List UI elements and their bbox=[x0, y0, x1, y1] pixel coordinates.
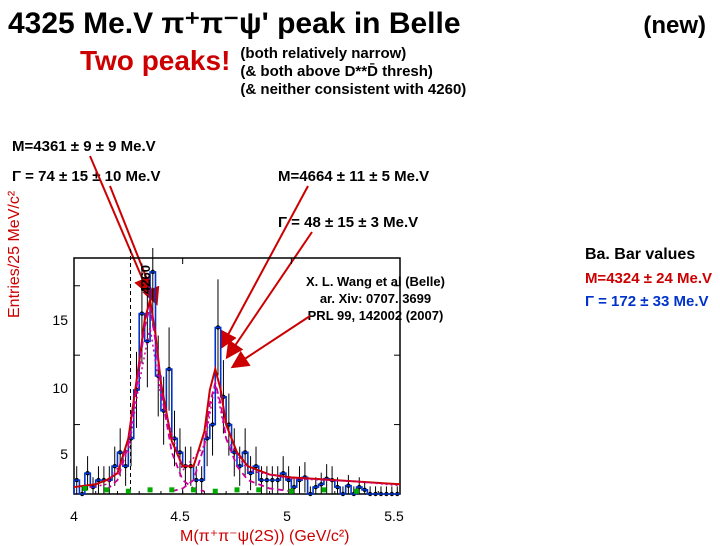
page-title: 4325 Me.V π⁺π⁻ψ' peak in Belle bbox=[8, 6, 461, 41]
y-tick: 15 bbox=[46, 312, 68, 328]
peak2-width-label: Γ = 48 ± 15 ± 3 Me.V bbox=[278, 214, 418, 231]
x-tick: 5 bbox=[275, 508, 299, 524]
x-tick: 4.5 bbox=[168, 508, 192, 524]
title-new-badge: (new) bbox=[643, 12, 712, 40]
marker-4260-label: 4260 bbox=[138, 265, 153, 294]
peak2-mass-label: M=4664 ± 11 ± 5 Me.V bbox=[278, 168, 429, 185]
babar-width: Γ = 172 ± 33 Me.V bbox=[585, 293, 712, 310]
y-axis-label: Entries/25 MeV/c² bbox=[6, 191, 24, 318]
babar-header: Ba. Bar values bbox=[585, 246, 712, 264]
note-line: (& both above D**D̄ thresh) bbox=[240, 63, 466, 81]
note-line: (both relatively narrow) bbox=[240, 45, 466, 63]
notes-block: (both relatively narrow) (& both above D… bbox=[240, 45, 466, 99]
two-peaks-label: Two peaks! bbox=[80, 45, 230, 99]
babar-mass: M=4324 ± 24 Me.V bbox=[585, 270, 712, 287]
peak1-width-label: Γ = 74 ± 15 ± 10 Me.V bbox=[12, 168, 160, 185]
babar-block: Ba. Bar values M=4324 ± 24 Me.V Γ = 172 … bbox=[585, 246, 712, 316]
y-tick: 5 bbox=[46, 446, 68, 462]
peak1-mass-label: M=4361 ± 9 ± 9 Me.V bbox=[12, 138, 156, 155]
x-tick: 4 bbox=[62, 508, 86, 524]
chart-area: Entries/25 MeV/c² M(π⁺π⁻ψ(2S)) (GeV/c²) … bbox=[20, 248, 410, 538]
x-axis-label: M(π⁺π⁻ψ(2S)) (GeV/c²) bbox=[180, 526, 349, 546]
y-tick: 10 bbox=[46, 380, 68, 396]
note-line: (& neither consistent with 4260) bbox=[240, 81, 466, 99]
chart-svg bbox=[20, 248, 410, 528]
x-tick: 5.5 bbox=[382, 508, 406, 524]
